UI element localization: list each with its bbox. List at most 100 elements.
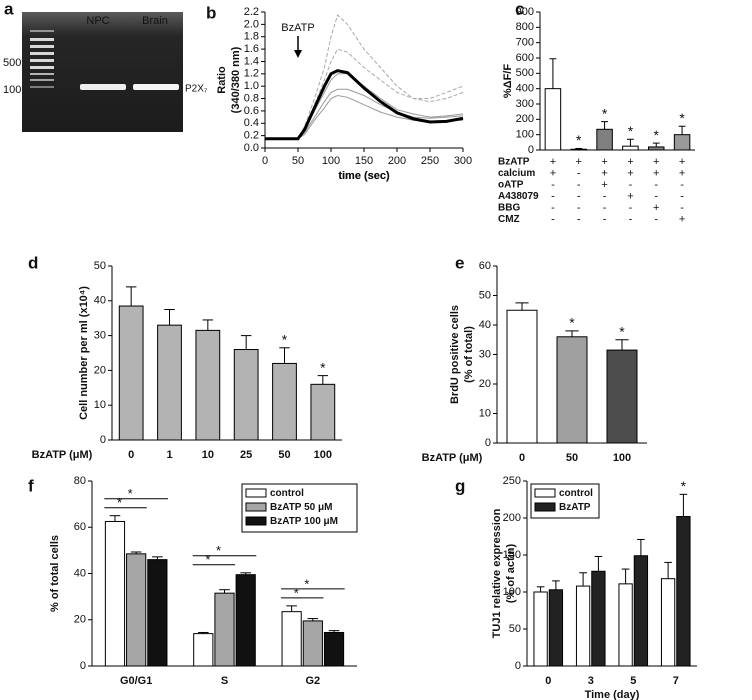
condition-sign: - [551, 190, 555, 202]
y-tick-label: 1.2 [244, 68, 259, 80]
y-axis-label: % of total cells [49, 535, 61, 612]
y-axis-label: %ΔF/F [502, 64, 514, 98]
condition-sign: + [627, 156, 633, 168]
y-tick-label: 2.2 [244, 6, 259, 18]
condition-sign: - [551, 202, 555, 214]
condition-sign: - [680, 190, 684, 202]
panel-letter: c [515, 0, 524, 18]
panel-letter: g [455, 476, 465, 495]
x-tick-label: 3 [588, 675, 594, 687]
line-series [265, 48, 464, 140]
bar [606, 349, 638, 444]
significance-star: * [628, 123, 634, 139]
significance-star: * [304, 576, 309, 591]
legend-label: BzATP 100 μM [270, 516, 338, 527]
condition-sign: + [550, 156, 556, 168]
y-tick-label: 0 [100, 434, 106, 446]
x-tick-label: 0 [545, 675, 551, 687]
annotation: BzATP [281, 22, 314, 34]
x-tick-label: 1 [166, 449, 172, 461]
condition-sign: + [653, 156, 659, 168]
y-axis-label: TUJ1 relative expression [491, 508, 503, 638]
condition-label: calcium [498, 168, 535, 179]
significance-star: * [205, 552, 210, 567]
bar [323, 631, 345, 667]
y-tick-label: 600 [516, 52, 534, 64]
y-tick-label: 30 [94, 330, 106, 342]
y-tick-label: 100 [503, 586, 521, 598]
significance-star: * [320, 359, 326, 375]
marker-label: 100 [3, 84, 21, 96]
bar [310, 383, 336, 441]
x-tick-label: 0 [262, 155, 268, 167]
condition-sign: - [603, 190, 607, 202]
y-tick-label: 20 [479, 378, 491, 390]
x-tick-label: 200 [388, 155, 406, 167]
y-tick-label: 0.8 [244, 92, 259, 104]
line-series [265, 88, 464, 140]
x-tick-label: 100 [613, 452, 631, 464]
condition-label: BBG [498, 203, 520, 214]
lane-label: NPC [86, 15, 109, 27]
bar [233, 349, 259, 441]
significance-star: * [294, 585, 299, 600]
significance-star: * [681, 478, 687, 494]
bar [548, 589, 564, 667]
x-tick-label: 25 [240, 449, 252, 461]
significance-star: * [117, 495, 122, 510]
significance-star: * [128, 486, 133, 501]
y-tick-label: 300 [516, 98, 534, 110]
y-tick-label: 0 [528, 144, 534, 156]
y-tick-label: 10 [94, 399, 106, 411]
y-tick-label: 2.0 [244, 18, 259, 30]
condition-sign: - [551, 213, 555, 225]
y-tick-label: 0.0 [244, 142, 259, 154]
condition-sign: + [679, 213, 685, 225]
y-tick-label: 1.4 [244, 55, 259, 67]
bar [575, 585, 591, 667]
condition-sign: - [654, 213, 658, 225]
y-tick-label: 0 [80, 660, 86, 672]
y-tick-label: 0 [515, 660, 521, 672]
y-axis-label: Ratio [216, 66, 228, 94]
y-axis-label: (% of actin) [505, 544, 517, 604]
y-tick-label: 900 [516, 6, 534, 18]
y-axis-label: Cell number per ml (x10⁴) [78, 286, 90, 420]
condition-label: BzATP [498, 157, 530, 168]
condition-sign: + [550, 167, 556, 179]
bar [556, 336, 588, 444]
x-axis-label: time (sec) [338, 170, 390, 182]
condition-sign: - [577, 190, 581, 202]
y-tick-label: 10 [479, 407, 491, 419]
condition-sign: - [629, 179, 633, 191]
condition-sign: - [654, 179, 658, 191]
bar [622, 145, 639, 151]
significance-star: * [619, 323, 625, 339]
condition-sign: - [577, 179, 581, 191]
condition-label: A438079 [498, 191, 539, 202]
x-axis-label: BzATP (μM) [32, 449, 93, 461]
x-tick-label: G0/G1 [120, 675, 152, 687]
condition-sign: + [653, 202, 659, 214]
x-tick-label: 50 [278, 449, 290, 461]
y-tick-label: 50 [509, 623, 521, 635]
bar [272, 362, 297, 441]
condition-sign: - [629, 213, 633, 225]
significance-star: * [679, 110, 685, 126]
y-tick-label: 50 [94, 260, 106, 272]
bar [618, 583, 633, 667]
ladder [30, 30, 54, 88]
condition-sign: - [603, 213, 607, 225]
y-tick-label: 0 [485, 437, 491, 449]
gel-panel: a NPC Brain 500 100 P2X₇ [3, 0, 208, 132]
bar [195, 329, 221, 441]
y-tick-label: 40 [94, 295, 106, 307]
condition-sign: + [627, 167, 633, 179]
bar [193, 633, 214, 667]
condition-sign: - [680, 179, 684, 191]
x-axis-label: Time (day) [585, 689, 640, 700]
y-tick-label: 0.4 [244, 117, 259, 129]
bar [648, 146, 665, 151]
x-tick-label: 0 [519, 452, 525, 464]
y-tick-label: 80 [74, 475, 86, 487]
